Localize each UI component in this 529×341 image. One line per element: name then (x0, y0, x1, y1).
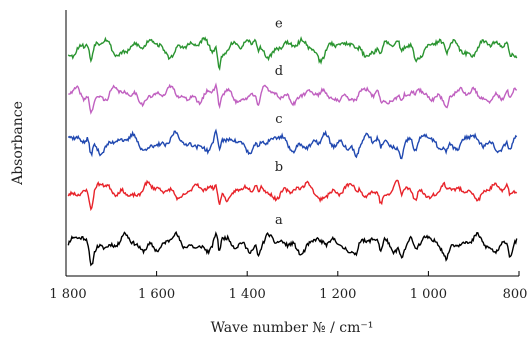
series-labels: a b c d e (275, 16, 283, 228)
series-label-a: a (275, 213, 283, 228)
series-label-e: e (275, 16, 283, 31)
x-ticks: 1 800 1 600 1 400 1 200 1 000 800 (49, 271, 527, 302)
series-line-a (67, 230, 518, 267)
x-tick-label: 1 800 (49, 287, 86, 302)
series-label-d: d (275, 64, 283, 79)
series-line-b (67, 179, 518, 212)
series-line-e (67, 35, 518, 72)
x-tick-label: 1 200 (319, 287, 356, 302)
series-line-c (67, 128, 518, 160)
spectra-series (67, 35, 518, 267)
x-tick-label: 1 000 (410, 287, 447, 302)
series-line-d (68, 82, 518, 115)
y-axis-title: Absorbance (10, 101, 26, 186)
series-label-c: c (275, 112, 282, 127)
x-tick-label: 800 (503, 287, 528, 302)
series-label-b: b (275, 160, 283, 175)
x-tick-label: 1 400 (229, 287, 266, 302)
x-tick-label: 1 600 (138, 287, 175, 302)
x-axis-title: Wave number № / cm⁻¹ (211, 320, 374, 336)
